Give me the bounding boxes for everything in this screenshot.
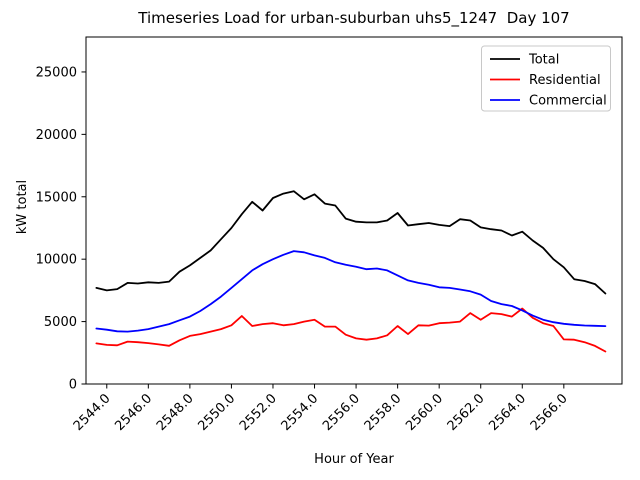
y-axis-ticks: 0 5000 10000 15000 20000 25000 xyxy=(36,65,86,393)
x-tick-label: 2564.0 xyxy=(486,391,529,434)
chart-title: Timeseries Load for urban-suburban uhs5_… xyxy=(138,9,570,27)
legend-label-commercial: Commercial xyxy=(529,94,607,109)
series-line-total xyxy=(95,190,607,295)
y-tick-label: 25000 xyxy=(36,65,77,80)
y-tick-label: 10000 xyxy=(36,253,77,268)
x-tick-label: 2554.0 xyxy=(279,391,322,434)
series-line-commercial xyxy=(95,250,607,333)
y-tick-label: 5000 xyxy=(44,315,77,330)
x-tick-label: 2552.0 xyxy=(237,391,280,434)
x-tick-label: 2558.0 xyxy=(362,391,405,434)
x-axis-title: Hour of Year xyxy=(314,452,394,467)
y-tick-label: 15000 xyxy=(36,190,77,205)
x-tick-label: 2550.0 xyxy=(195,391,238,434)
x-tick-label: 2548.0 xyxy=(154,391,197,434)
y-axis-title: kW total xyxy=(15,180,30,234)
y-tick-label: 0 xyxy=(69,378,77,393)
x-tick-label: 2556.0 xyxy=(320,391,363,434)
legend: Total Residential Commercial xyxy=(481,45,611,112)
legend-label-total: Total xyxy=(528,53,559,68)
x-tick-label: 2566.0 xyxy=(528,391,571,434)
x-tick-label: 2562.0 xyxy=(445,391,488,434)
y-tick-label: 20000 xyxy=(36,128,77,143)
legend-box xyxy=(481,45,611,112)
x-axis-ticks: 2544.02546.02548.02550.02552.02554.02556… xyxy=(71,384,571,434)
legend-label-residential: Residential xyxy=(529,73,601,88)
x-tick-label: 2560.0 xyxy=(403,391,446,434)
x-tick-label: 2546.0 xyxy=(112,391,155,434)
series-lines xyxy=(95,190,607,353)
x-tick-label: 2544.0 xyxy=(71,391,114,434)
